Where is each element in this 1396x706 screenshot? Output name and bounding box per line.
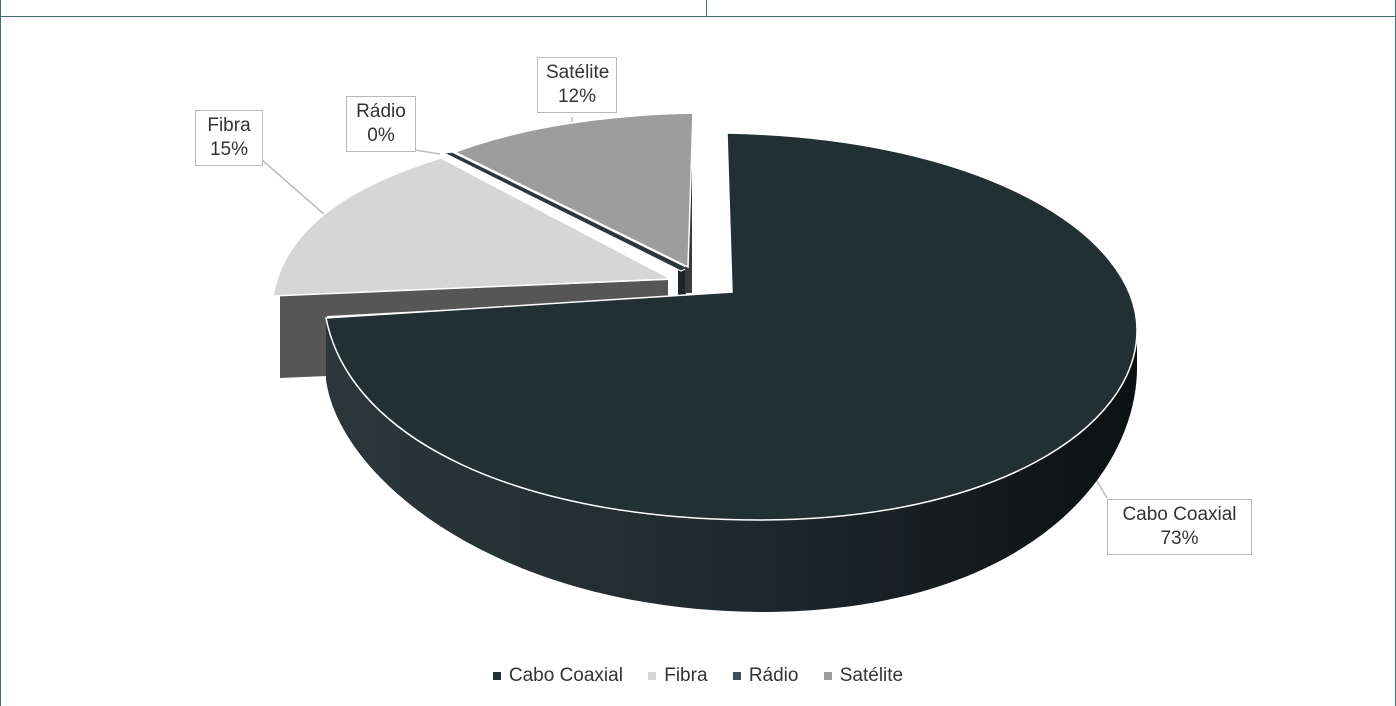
legend-swatch-fibra [648,672,657,680]
data-label-fibra-value: 15% [209,139,249,160]
frame-divider [706,0,707,17]
legend-item-fibra: Fibra [648,665,708,687]
slice-satelite [453,112,694,293]
legend-item-cabo-coaxial: Cabo Coaxial [492,665,623,687]
slice-fibra [272,157,674,378]
slice-cabo-top [325,132,1138,521]
legend-label-radio: Rádio [748,665,799,686]
legend-item-radio: Rádio [732,665,799,687]
chart-legend: Cabo Coaxial Fibra Rádio Satélite [0,664,1396,687]
data-label-fibra: Fibra 15% [195,110,263,166]
data-label-satelite-value: 12% [557,86,597,107]
data-label-cabo-value: 73% [1160,528,1199,549]
legend-swatch-satelite [823,672,832,680]
slice-cabo-coaxial [325,132,1138,612]
slice-fibra-side [280,280,668,378]
data-label-fibra-name: Fibra [207,115,251,136]
slice-radio-side [678,270,686,296]
data-label-satelite: Satélite 12% [537,57,617,113]
data-label-radio: Rádio 0% [346,96,416,152]
legend-item-satelite: Satélite [823,665,904,687]
slice-satelite-top [453,112,694,269]
legend-label-satelite: Satélite [839,665,904,686]
data-label-satelite-name: Satélite [546,62,610,83]
data-label-cabo-coaxial: Cabo Coaxial 73% [1107,499,1252,555]
leader-line-radio [414,149,441,155]
data-label-radio-name: Rádio [356,101,406,122]
slice-cabo-side [326,318,1137,612]
data-label-cabo-name: Cabo Coaxial [1122,504,1237,525]
legend-swatch-cabo [492,672,501,680]
data-label-radio-value: 0% [367,125,395,146]
legend-label-fibra: Fibra [664,665,708,686]
legend-swatch-radio [732,672,741,680]
leader-line-fibra [261,159,326,216]
slice-fibra-top [272,157,674,297]
legend-label-cabo: Cabo Coaxial [508,665,623,686]
